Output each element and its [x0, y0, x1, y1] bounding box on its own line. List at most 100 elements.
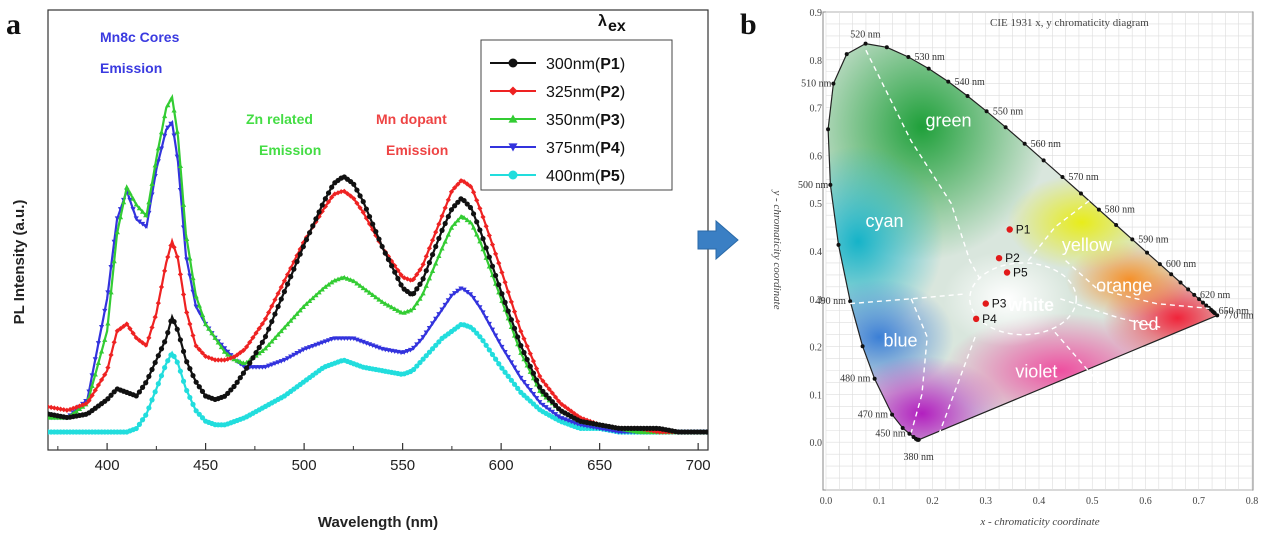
data-point [98, 324, 105, 330]
cie-title: CIE 1931 x, y chromaticity diagram [990, 17, 1149, 29]
data-point [130, 330, 136, 336]
data-point [508, 360, 514, 366]
data-point [291, 314, 297, 320]
locus-dot [1215, 313, 1220, 318]
data-point [477, 238, 483, 244]
data-point [240, 347, 247, 353]
cie-y-tick-label: 0.1 [810, 390, 823, 401]
data-point [493, 333, 499, 339]
data-point [146, 373, 152, 380]
data-point [341, 188, 347, 194]
locus-dot [1022, 141, 1027, 146]
data-point [218, 357, 224, 363]
data-point [360, 209, 366, 215]
data-point [215, 339, 221, 345]
data-point [266, 342, 272, 347]
data-point [474, 330, 480, 336]
cie-point-P1: P1 [1006, 222, 1031, 236]
data-point [294, 311, 300, 316]
data-point [319, 340, 325, 346]
cie-y-tick-label: 0.2 [810, 343, 823, 354]
data-point [105, 290, 111, 296]
data-point [165, 125, 171, 131]
data-point [139, 209, 146, 214]
data-point [174, 254, 180, 260]
data-point [348, 277, 354, 282]
data-point [266, 309, 272, 316]
locus-dot [828, 182, 833, 187]
data-point [158, 129, 165, 135]
locus-dot [1041, 158, 1046, 163]
data-point [303, 346, 310, 351]
data-point [193, 304, 199, 310]
data-point [259, 339, 265, 345]
data-point [493, 272, 499, 279]
data-point [552, 394, 559, 400]
data-point [452, 185, 458, 191]
data-point [300, 240, 306, 246]
locus-dot [1078, 191, 1083, 196]
cie-x-tick-label: 0.2 [926, 496, 939, 507]
data-point [502, 369, 508, 375]
data-point [464, 201, 470, 207]
data-point [184, 236, 190, 241]
data-point [530, 358, 537, 364]
data-point [373, 294, 379, 300]
locus-dot [906, 54, 911, 59]
data-point [379, 243, 385, 250]
data-point [187, 321, 193, 327]
data-point [417, 267, 423, 273]
data-point [392, 306, 398, 311]
data-point [423, 268, 429, 274]
data-point [455, 199, 461, 205]
data-point [354, 280, 360, 286]
data-point [92, 371, 98, 377]
data-point [549, 409, 555, 415]
data-point [76, 406, 83, 412]
data-point [143, 212, 149, 218]
data-point [184, 359, 190, 365]
region-boundary [1060, 298, 1162, 329]
data-point [537, 373, 543, 379]
data-point [388, 304, 395, 310]
data-point [266, 363, 272, 369]
cie-x-tick-label: 0.6 [1139, 496, 1152, 507]
data-point [502, 279, 508, 285]
wavelength-label: 620 nm [1200, 290, 1231, 301]
data-point [199, 388, 206, 394]
data-point [108, 392, 114, 398]
data-point [407, 307, 414, 313]
data-point [549, 399, 555, 405]
wavelength-label: 600 nm [1166, 259, 1197, 270]
data-point [502, 350, 508, 355]
data-point [373, 228, 379, 235]
data-point [105, 396, 111, 402]
cie-x-tick-label: 0.3 [980, 496, 993, 507]
data-point [366, 221, 373, 227]
data-point [436, 221, 442, 227]
data-point [275, 331, 281, 337]
data-point [177, 271, 183, 277]
data-point [319, 202, 325, 208]
data-point [392, 269, 398, 275]
data-point [266, 326, 272, 332]
data-point [139, 384, 146, 390]
data-point [452, 221, 458, 226]
data-point [515, 318, 521, 325]
data-point [461, 215, 467, 220]
data-point [310, 295, 316, 301]
data-point [543, 382, 549, 388]
locus-dot [1169, 272, 1174, 277]
data-point [313, 292, 319, 298]
data-point [388, 258, 395, 264]
data-point [505, 289, 511, 295]
data-point [351, 181, 357, 187]
data-point [102, 337, 108, 342]
cie-x-axis-title: x - chromaticity coordinate [979, 516, 1099, 528]
data-point [54, 405, 61, 412]
annotation-line1: Zn related [246, 111, 313, 127]
data-point [540, 402, 546, 408]
data-point [508, 317, 514, 323]
data-point [540, 378, 546, 384]
cie-point-P3: P3 [982, 297, 1007, 311]
